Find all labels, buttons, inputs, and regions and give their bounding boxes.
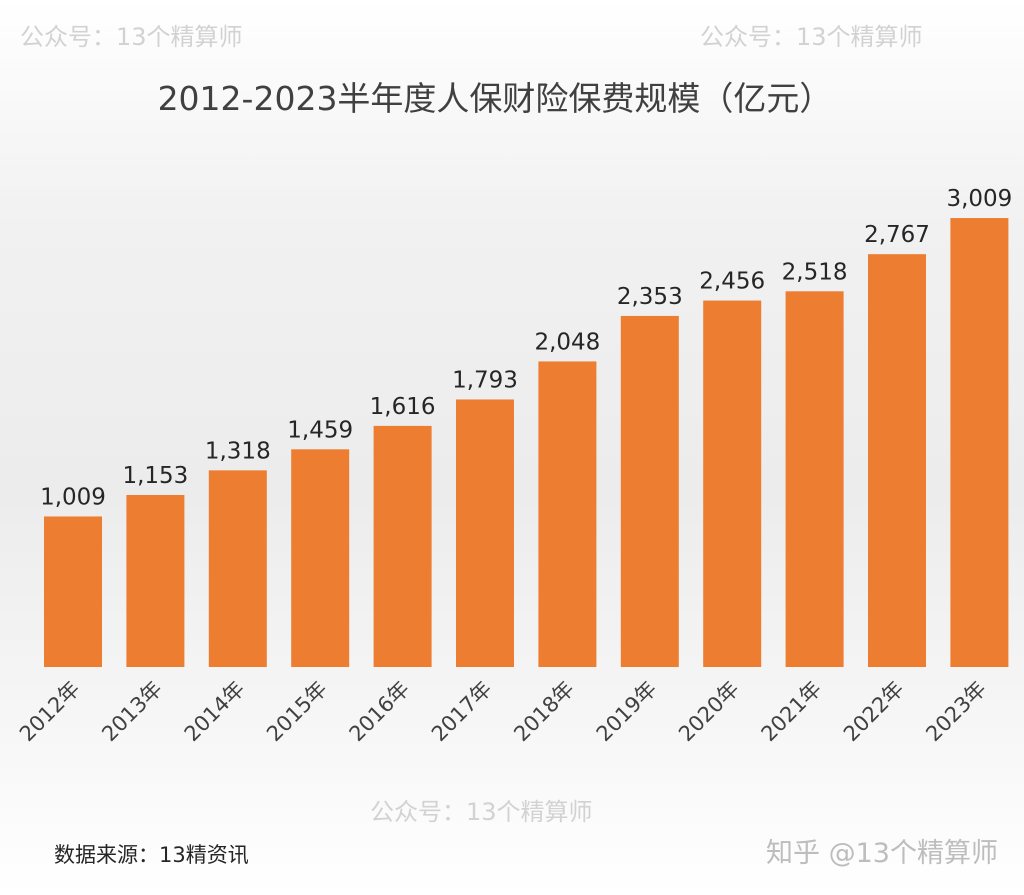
bar-2016年: [373, 425, 432, 667]
x-tick-label: 2017年: [427, 677, 497, 747]
data-label: 2,353: [617, 284, 683, 310]
bar-2019年: [620, 315, 679, 667]
bar-2017年: [456, 399, 514, 667]
x-tick-label: 2013年: [97, 677, 167, 747]
data-label: 1,009: [40, 484, 106, 510]
x-tick-label: 2016年: [345, 677, 415, 747]
x-tick-label: 2018年: [509, 677, 579, 747]
x-tick-label: 2021年: [757, 677, 827, 747]
bar-2012年: [44, 516, 102, 667]
x-tick-label: 2014年: [180, 677, 250, 747]
watermark-text: 公众号：13个精算师: [20, 23, 243, 51]
brand-watermark: 知乎 @13个精算师: [766, 838, 998, 869]
data-label: 1,616: [370, 394, 436, 420]
bar-2022年: [868, 254, 926, 667]
data-label: 1,459: [287, 417, 353, 443]
x-tick-label: 2012年: [15, 677, 85, 747]
x-tick-label: 2019年: [592, 677, 662, 747]
x-tick-label: 2022年: [839, 677, 909, 747]
x-tick-label: 2015年: [262, 677, 332, 747]
data-label: 2,456: [699, 269, 765, 295]
bar-2015年: [291, 449, 350, 667]
data-label: 2,048: [534, 329, 600, 355]
watermark-text: 公众号：13个精算师: [370, 798, 593, 826]
data-label: 2,767: [864, 222, 930, 248]
bar-2023年: [950, 218, 1009, 668]
x-tick-label: 2020年: [674, 677, 744, 747]
bar-2020年: [703, 300, 762, 667]
bar-2014年: [208, 470, 267, 667]
bar-2018年: [538, 361, 597, 667]
x-tick-label: 2023年: [921, 677, 991, 747]
data-labels: 1,009 1,153 1,318 1,459 1,616 1,793 2,048 2,353…: [40, 186, 1012, 510]
chart-title: 2012-2023半年度人保财险保费规模（亿元）: [158, 79, 833, 118]
data-label: 3,009: [946, 186, 1012, 212]
source-note: 数据来源：13精资讯: [54, 843, 249, 867]
bar-2021年: [785, 291, 844, 667]
data-label: 2,518: [782, 259, 848, 285]
data-label: 1,153: [122, 463, 188, 489]
bars: [44, 218, 1009, 668]
data-label: 1,318: [205, 438, 271, 464]
x-tick-labels: 2012年 2013年 2014年 2015年 2016年 2017年 2018年 2019年…: [15, 677, 991, 747]
data-label: 1,793: [452, 367, 518, 393]
bar-2013年: [126, 494, 185, 667]
watermark-text: 公众号：13个精算师: [700, 23, 923, 51]
